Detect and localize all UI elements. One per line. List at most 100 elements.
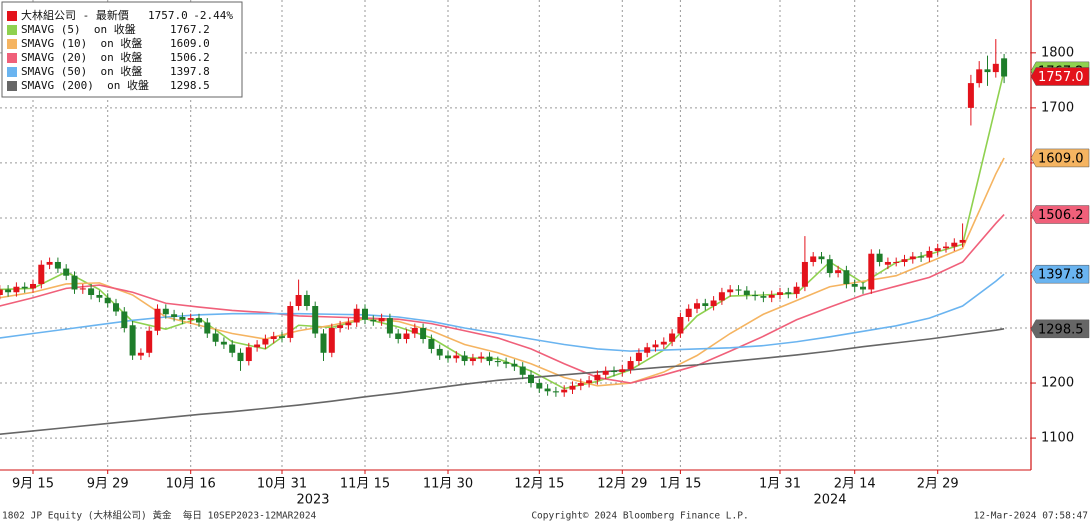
candle-body — [594, 374, 601, 381]
candle-body — [569, 385, 576, 390]
candle-body — [386, 318, 393, 334]
candle-body — [835, 270, 842, 273]
candle-body — [0, 289, 3, 295]
candle-body — [436, 348, 443, 356]
candle-body — [229, 344, 236, 353]
candle-body — [212, 333, 219, 342]
x-tick-label: 12月 29 — [597, 477, 647, 492]
candle-body — [196, 318, 202, 323]
x-tick-label: 1月 31 — [759, 477, 801, 492]
candle-body — [669, 333, 676, 342]
candle-body — [760, 296, 767, 298]
price-tag-label: 1757.0 — [1038, 70, 1084, 85]
candle-body — [677, 317, 684, 334]
candle-body — [79, 288, 86, 290]
legend-swatch — [7, 39, 17, 49]
x-tick-label: 11月 15 — [340, 477, 390, 492]
candle-body — [967, 83, 974, 108]
candle-body — [370, 319, 377, 322]
candle-body — [727, 289, 734, 293]
candle-body — [445, 355, 451, 359]
candle-body — [179, 317, 186, 320]
ma-tag-box — [1030, 319, 1090, 339]
candle-body — [826, 259, 833, 273]
candle-body — [121, 311, 128, 329]
candle-body — [129, 325, 136, 356]
legend-change: -2.44% — [193, 9, 233, 22]
candle-body — [303, 294, 310, 306]
candle-body — [801, 261, 808, 287]
candle-body — [469, 358, 476, 362]
candle-body — [63, 268, 70, 276]
candle-body — [959, 239, 966, 243]
candle-body — [71, 275, 78, 290]
year-label: 2024 — [813, 493, 846, 508]
candle-body — [777, 292, 783, 295]
plot-area — [0, 39, 1008, 436]
x-tick-label: 9月 15 — [12, 477, 54, 492]
candle-body — [752, 294, 759, 297]
legend-box — [1, 1, 243, 98]
candle-body — [503, 362, 510, 364]
price-tag-box — [1030, 67, 1090, 86]
candle-body — [934, 248, 941, 251]
candle-body — [528, 374, 534, 384]
ma-tag-box — [1030, 205, 1090, 224]
footer-center: Copyright© 2024 Bloomberg Finance L.P. — [531, 511, 748, 522]
legend-series-value: 1298.5 — [170, 79, 210, 92]
candle-body — [536, 383, 543, 389]
candle-body — [220, 341, 227, 345]
candle-body — [486, 356, 493, 362]
candle-body — [992, 63, 999, 73]
candle-body — [1001, 58, 1008, 77]
candle-body — [976, 69, 983, 84]
candle-body — [279, 336, 285, 338]
x-tick-label: 1月 15 — [659, 477, 701, 492]
candle-body — [793, 286, 800, 294]
ma-line — [0, 157, 1005, 387]
candle-body — [345, 322, 352, 326]
candle-body — [901, 259, 908, 262]
candle-body — [926, 250, 933, 258]
candle-body — [162, 308, 169, 315]
candle-body — [478, 356, 485, 359]
candle-body — [137, 352, 144, 356]
candle-body — [21, 286, 28, 289]
candle-body — [204, 322, 211, 334]
legend-series-name: SMAVG (20) on 收盤 — [21, 50, 142, 64]
legend-swatch — [7, 11, 17, 21]
candle-body — [710, 300, 717, 306]
candle-body — [511, 363, 518, 367]
candle-body — [295, 294, 302, 306]
candle-body — [577, 383, 584, 386]
ma-tag-label: 1397.8 — [1038, 268, 1084, 283]
grid — [0, 0, 1031, 470]
ma-tag-label: 1609.0 — [1038, 151, 1084, 166]
candle-body — [718, 292, 725, 301]
candle-body — [320, 333, 327, 353]
candle-body — [270, 336, 277, 340]
candle-body — [395, 333, 402, 340]
candle-body — [635, 352, 642, 362]
axes: 110012001300140015001600170018009月 159月 … — [12, 45, 1090, 508]
candle-body — [943, 246, 949, 249]
legend-swatch — [7, 81, 17, 91]
legend-price-name: 大林組公司 - 最新價 — [21, 8, 129, 22]
ma-tag-label: 1298.5 — [1038, 322, 1084, 337]
candle-body — [876, 253, 883, 262]
candle-body — [5, 289, 12, 293]
legend-series-name: SMAVG (10) on 收盤 — [21, 36, 142, 50]
candle-body — [96, 294, 103, 298]
ma-tag-box — [1030, 264, 1090, 284]
candle-body — [660, 341, 667, 345]
legend-series-name: SMAVG (50) on 收盤 — [21, 64, 142, 78]
candle-body — [702, 303, 709, 306]
x-tick-label: 2月 14 — [834, 477, 876, 492]
candle-body — [287, 305, 294, 338]
candle-body — [254, 344, 261, 348]
x-tick-label: 10月 16 — [166, 477, 216, 492]
candle-body — [893, 261, 900, 263]
candle-body — [544, 388, 551, 392]
candle-body — [685, 308, 692, 318]
